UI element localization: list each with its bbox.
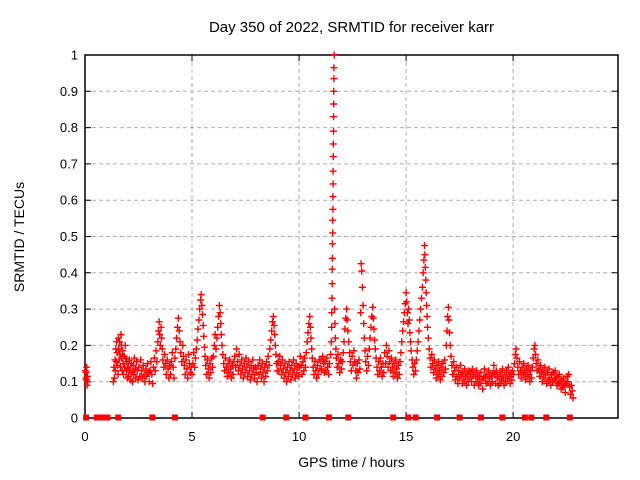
zero-line-squares — [83, 414, 573, 421]
y-tick-label: 0.6 — [60, 193, 78, 208]
y-tick-label: 0.3 — [60, 302, 78, 317]
scatter-points-plus — [81, 51, 577, 402]
grid-lines — [85, 55, 618, 418]
x-tick-label: 10 — [292, 429, 306, 444]
x-tick-label: 5 — [188, 429, 195, 444]
y-tick-label: 0.9 — [60, 84, 78, 99]
x-axis-label: GPS time / hours — [298, 454, 405, 470]
plot-border — [84, 54, 619, 419]
y-tick-label: 0.4 — [60, 265, 78, 280]
y-tick-label: 0.5 — [60, 229, 78, 244]
y-tick-label: 0.1 — [60, 374, 78, 389]
x-tick-label: 0 — [81, 429, 88, 444]
y-tick-label: 0.7 — [60, 156, 78, 171]
chart-title: Day 350 of 2022, SRMTID for receiver kar… — [208, 19, 495, 36]
y-axis-label: SRMTID / TECUs — [11, 181, 27, 293]
x-tick-label: 15 — [399, 429, 413, 444]
y-tick-label: 1 — [71, 48, 78, 63]
y-tick-label: 0.8 — [60, 120, 78, 135]
y-tick-label: 0.2 — [60, 338, 78, 353]
y-tick-label: 0 — [71, 411, 78, 426]
x-tick-label: 20 — [506, 429, 520, 444]
